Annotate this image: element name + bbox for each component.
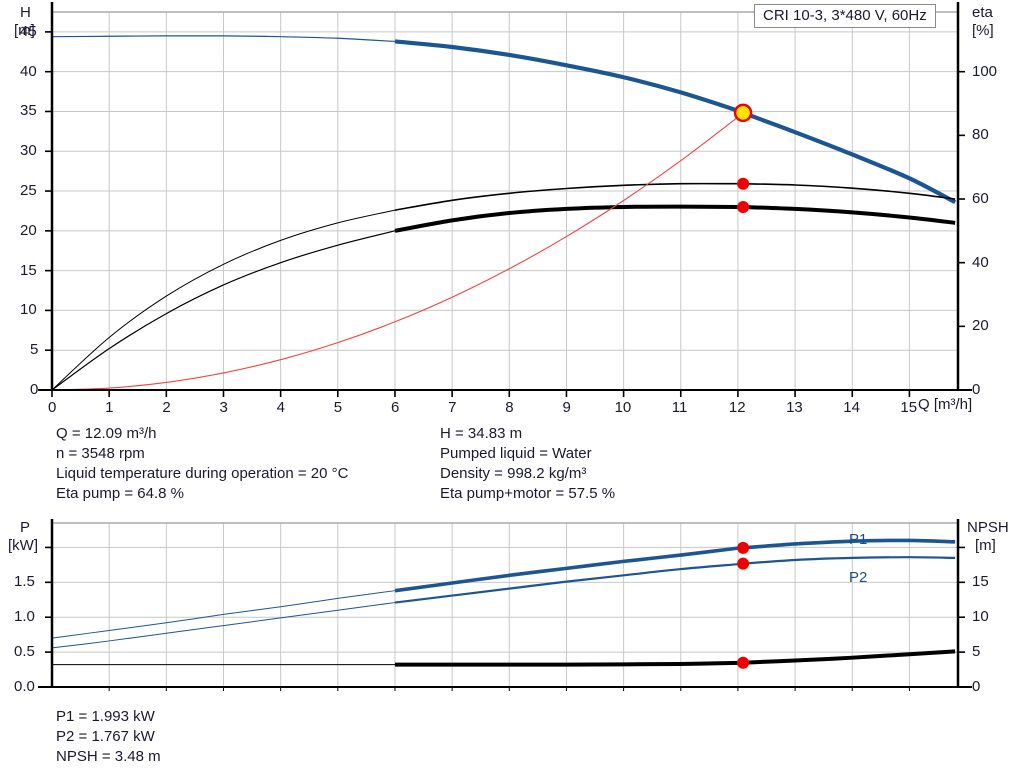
eta-tick-40: 40	[972, 253, 989, 271]
info-eta-pump-motor: Eta pump+motor = 57.5 %	[440, 485, 616, 502]
h-tick-30: 30	[20, 142, 37, 160]
h-tick-40: 40	[20, 62, 37, 80]
h-tick-35: 35	[20, 102, 37, 120]
top-chart-markers	[733, 103, 753, 213]
p-axis-label-line1: P	[20, 519, 31, 536]
q-tick-7: 7	[448, 399, 457, 416]
info-npsh: NPSH = 3.48 m	[56, 748, 161, 765]
system-curve	[51, 111, 745, 391]
p1-duty-marker[interactable]	[737, 541, 750, 554]
head-curve-thin	[51, 35, 396, 43]
info-density: Density = 998.2 kg/m³	[440, 465, 587, 482]
eta-pump-motor-curve	[394, 204, 956, 233]
bottom-chart-gridlines	[52, 522, 958, 687]
info-pumped-liquid: Pumped liquid = Water	[440, 445, 592, 462]
top-chart-curves	[51, 35, 957, 391]
eta-axis-label-line1: eta	[972, 4, 993, 21]
h-axis-label-line2: [m]	[14, 22, 35, 39]
top-chart-axes	[38, 2, 972, 397]
npsh-tick-0: 0	[972, 678, 981, 695]
info-p1: P1 = 1.993 kW	[56, 708, 155, 725]
p-tick-1.5: 1.5	[14, 573, 35, 591]
eta-tick-0: 0	[972, 381, 981, 398]
q-tick-15: 15	[900, 399, 918, 416]
info-n: n = 3548 rpm	[56, 445, 145, 462]
info-eta-pump: Eta pump = 64.8 %	[56, 485, 184, 502]
q-tick-6: 6	[390, 399, 400, 416]
head-curve	[394, 39, 957, 205]
top-chart-gridlines	[52, 11, 958, 390]
p-tick-1.0: 1.0	[14, 608, 35, 626]
q-tick-5: 5	[333, 399, 343, 416]
eta-tick-100: 100	[972, 62, 998, 80]
h-tick-10: 10	[20, 301, 37, 319]
h-tick-0: 0	[30, 381, 39, 398]
h-axis-label-line1: H	[20, 4, 31, 21]
chart-title-box: CRI 10-3, 3*480 V, 60Hz	[754, 4, 936, 28]
info-q: Q = 12.09 m³/h	[56, 425, 157, 442]
q-tick-4: 4	[276, 399, 285, 416]
q-tick-2: 2	[162, 399, 171, 416]
npsh-axis-label-line1: NPSH	[967, 519, 1009, 536]
p2-curve	[394, 556, 956, 604]
npsh-curve	[394, 649, 956, 667]
info-liquid-temp: Liquid temperature during operation = 20…	[56, 465, 349, 482]
q-tick-1: 1	[105, 399, 114, 416]
p-axis-label-line2: [kW]	[8, 537, 38, 554]
q-tick-8: 8	[505, 399, 514, 416]
h-tick-15: 15	[20, 261, 37, 279]
p1-curve	[394, 538, 956, 593]
p-tick-0.5: 0.5	[14, 643, 35, 661]
q-tick-3: 3	[219, 399, 228, 416]
q-tick-12: 12	[728, 399, 746, 416]
h-tick-25: 25	[20, 182, 37, 200]
duty-point-marker[interactable]	[733, 103, 753, 123]
p1-curve-label: P1	[849, 531, 868, 548]
eta-tick-60: 60	[972, 190, 989, 207]
bottom-chart-curves	[51, 538, 956, 667]
eta-pump-motor-curve-thin	[51, 230, 396, 391]
eta-axis-label-line2: [%]	[972, 22, 994, 39]
q-tick-13: 13	[786, 399, 803, 416]
info-h: H = 34.83 m	[440, 425, 523, 442]
npsh-duty-marker[interactable]	[737, 656, 750, 669]
q-tick-11: 11	[671, 399, 688, 416]
q-tick-14: 14	[843, 399, 860, 416]
p1-curve-thin	[51, 590, 396, 639]
p2-curve-label: P2	[849, 569, 868, 586]
bottom-chart-axes	[38, 519, 972, 691]
q-tick-9: 9	[562, 399, 571, 416]
top-chart-plot	[38, 2, 972, 397]
eta-pump-curve	[394, 182, 956, 211]
h-tick-20: 20	[20, 221, 37, 239]
bottom-chart-plot	[38, 519, 972, 691]
bottom-chart-markers	[737, 541, 750, 669]
eta-tick-80: 80	[972, 126, 989, 144]
eta-pump-marker[interactable]	[737, 177, 750, 190]
eta-pump-motor-marker[interactable]	[737, 200, 750, 213]
h-tick-45: 45	[20, 22, 37, 40]
npsh-tick-10: 10	[972, 608, 989, 626]
h-tick-5: 5	[30, 341, 39, 359]
info-p2: P2 = 1.767 kW	[56, 728, 155, 745]
p2-curve-thin	[51, 602, 396, 649]
npsh-tick-5: 5	[972, 643, 981, 661]
p2-duty-marker[interactable]	[737, 557, 750, 570]
eta-pump-curve-thin	[51, 209, 396, 391]
eta-tick-20: 20	[972, 317, 989, 335]
p-tick-0.0: 0.0	[14, 678, 35, 695]
q-axis-label: Q [m³/h]	[918, 396, 973, 413]
q-tick-0: 0	[48, 399, 57, 416]
q-tick-10: 10	[614, 399, 632, 416]
npsh-tick-15: 15	[972, 573, 989, 591]
npsh-axis-label-line2: [m]	[975, 537, 996, 554]
